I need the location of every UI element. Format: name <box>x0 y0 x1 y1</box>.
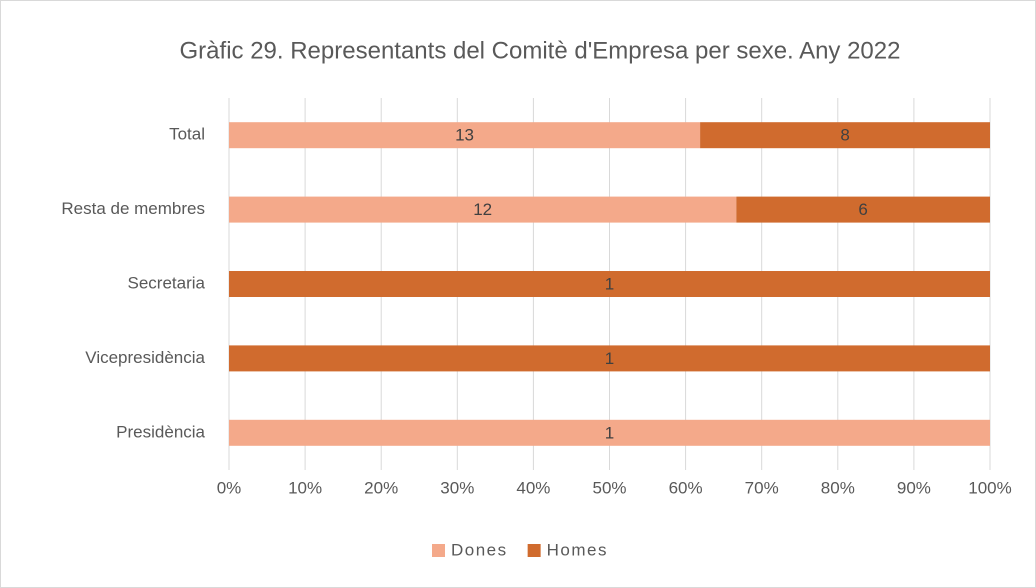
x-tick-label: 50% <box>592 478 626 497</box>
legend-label: Homes <box>547 540 608 559</box>
y-tick-label: Total <box>169 125 205 144</box>
y-tick-label: Resta de membres <box>61 199 205 218</box>
data-label: 13 <box>455 126 474 145</box>
x-tick-label: 10% <box>288 478 322 497</box>
data-label: 6 <box>858 200 867 219</box>
bar-segment <box>229 345 990 372</box>
y-tick-label: Secretaria <box>128 273 206 292</box>
data-label: 12 <box>473 200 492 219</box>
x-tick-label: 20% <box>364 478 398 497</box>
data-label: 1 <box>605 349 614 368</box>
bar-segment <box>229 196 737 223</box>
legend-swatch <box>432 544 445 557</box>
bar-segment <box>229 271 990 297</box>
x-tick-label: 70% <box>745 478 779 497</box>
bar-segment <box>229 122 701 149</box>
x-tick-label: 30% <box>440 478 474 497</box>
x-tick-label: 40% <box>516 478 550 497</box>
y-tick-label: Vicepresidència <box>85 348 205 367</box>
chart-title: Gràfic 29. Representants del Comitè d'Em… <box>180 37 901 64</box>
x-tick-label: 90% <box>897 478 931 497</box>
bar-segment <box>700 122 990 149</box>
x-tick-label: 0% <box>217 478 242 497</box>
data-label: 1 <box>605 423 614 442</box>
bar-segment <box>736 196 990 223</box>
y-tick-label: Presidència <box>116 422 205 441</box>
data-label: 1 <box>605 274 614 293</box>
bar-segment <box>229 419 990 446</box>
x-tick-label: 60% <box>669 478 703 497</box>
x-tick-label: 80% <box>821 478 855 497</box>
legend-label: Dones <box>451 540 508 559</box>
x-tick-label: 100% <box>968 478 1011 497</box>
legend-swatch <box>527 544 541 557</box>
data-label: 8 <box>840 126 849 145</box>
